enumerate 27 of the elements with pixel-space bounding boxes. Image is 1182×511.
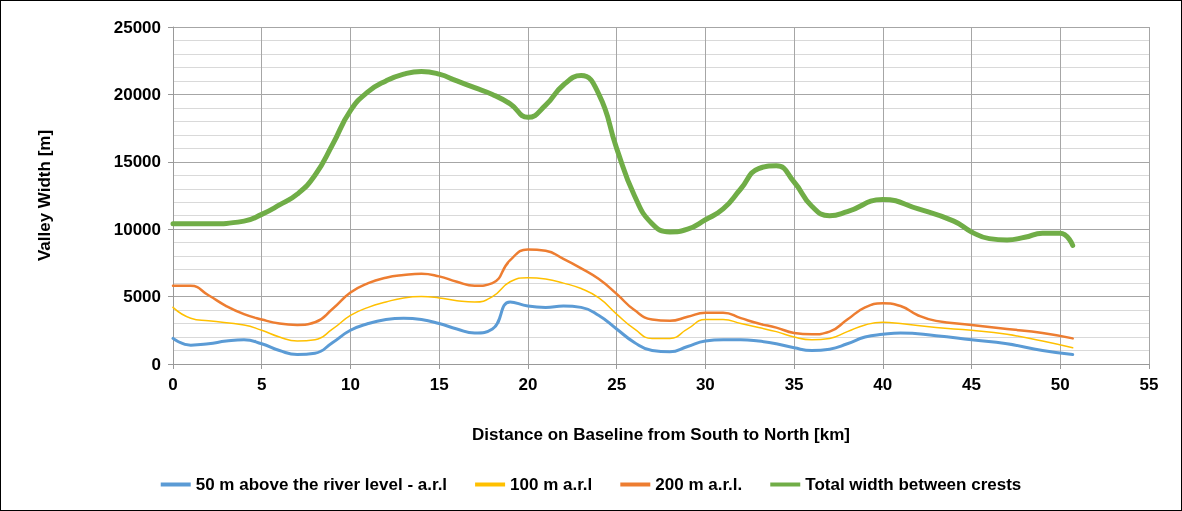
- y-axis-title: Valley Width [m]: [35, 129, 54, 262]
- legend-label: Total width between crests: [805, 475, 1022, 494]
- x-tick-label: 20: [518, 375, 538, 394]
- x-tick-label: 40: [873, 375, 893, 394]
- legend-label: 50 m above the river level - a.r.l: [195, 475, 448, 494]
- x-tick-label: 15: [429, 375, 449, 394]
- y-tick-label: 25000: [113, 17, 161, 37]
- x-tick-label: 30: [695, 375, 715, 394]
- legend-label: 100 m a.r.l: [510, 475, 593, 494]
- line-series: [171, 300, 1075, 357]
- y-tick-label: 10000: [113, 219, 161, 239]
- x-tick-label: 50: [1050, 375, 1070, 394]
- x-tick-label: 45: [962, 375, 982, 394]
- y-tick-label: 15000: [113, 152, 161, 172]
- x-tick-label: 5: [256, 375, 267, 394]
- legend-label: 200 m a.r.l.: [655, 475, 743, 494]
- x-tick-label: 55: [1139, 375, 1159, 394]
- x-tick-label: 10: [340, 375, 360, 394]
- y-tick-label: 0: [151, 354, 161, 374]
- x-tick-label: 0: [168, 375, 178, 394]
- y-tick-label: 5000: [123, 287, 161, 307]
- line-series: [172, 276, 1074, 349]
- x-axis-title: Distance on Baseline from South to North [km]: [472, 425, 850, 444]
- line-series: [171, 248, 1074, 340]
- x-tick-label: 35: [784, 375, 804, 394]
- x-tick-label: 25: [607, 375, 627, 394]
- y-tick-label: 20000: [113, 84, 161, 104]
